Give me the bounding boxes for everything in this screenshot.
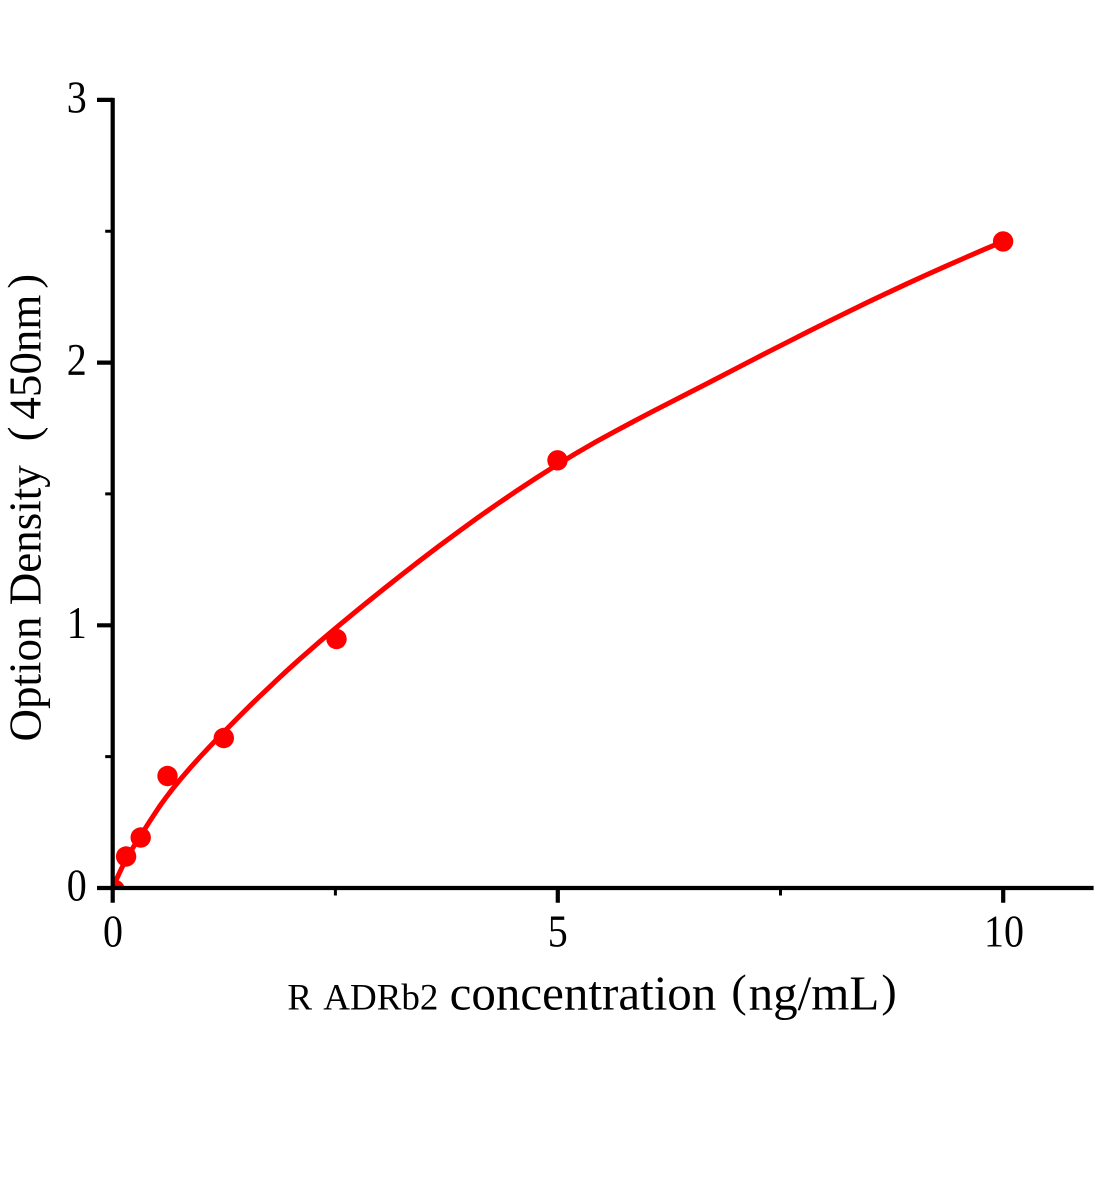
svg-text:0: 0 (67, 861, 87, 911)
svg-text:0: 0 (103, 907, 123, 957)
svg-text:3: 3 (67, 73, 87, 123)
svg-text:1: 1 (67, 598, 87, 648)
svg-text:10: 10 (984, 907, 1024, 957)
svg-text:5: 5 (548, 907, 568, 957)
svg-text:Option Density(450nm): Option Density(450nm) (0, 274, 50, 742)
svg-text:2: 2 (67, 335, 87, 385)
